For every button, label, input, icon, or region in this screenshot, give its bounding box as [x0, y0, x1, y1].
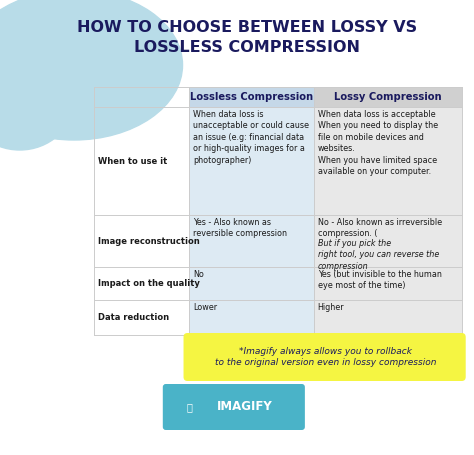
- FancyBboxPatch shape: [314, 87, 462, 107]
- Text: Lossy Compression: Lossy Compression: [334, 92, 442, 102]
- Text: Impact on the quality: Impact on the quality: [98, 279, 200, 288]
- Text: No: No: [193, 270, 204, 279]
- Text: ⛰: ⛰: [186, 402, 192, 412]
- Ellipse shape: [0, 0, 182, 140]
- Text: When data loss is
unacceptable or could cause
an issue (e.g: financial data
or h: When data loss is unacceptable or could …: [193, 110, 310, 165]
- FancyBboxPatch shape: [190, 87, 314, 107]
- FancyBboxPatch shape: [190, 87, 314, 335]
- FancyBboxPatch shape: [314, 87, 462, 335]
- Text: IMAGIFY: IMAGIFY: [217, 400, 273, 414]
- Text: Lossless Compression: Lossless Compression: [190, 92, 313, 102]
- Text: When data loss is acceptable
When you need to display the
file on mobile devices: When data loss is acceptable When you ne…: [318, 110, 438, 176]
- Text: HOW TO CHOOSE BETWEEN LOSSY VS: HOW TO CHOOSE BETWEEN LOSSY VS: [77, 20, 417, 35]
- Ellipse shape: [0, 50, 74, 150]
- Text: Higher: Higher: [318, 303, 344, 312]
- Text: Image reconstruction: Image reconstruction: [98, 237, 200, 246]
- Text: No - Also known as irreversible
compression. (: No - Also known as irreversible compress…: [318, 218, 442, 238]
- Text: Yes (but invisible to the human
eye most of the time): Yes (but invisible to the human eye most…: [318, 270, 442, 290]
- Text: Data reduction: Data reduction: [98, 313, 169, 322]
- Text: But if you pick the
right tool, you can reverse the
compression: But if you pick the right tool, you can …: [318, 239, 439, 271]
- FancyBboxPatch shape: [183, 333, 465, 381]
- Text: LOSSLESS COMPRESSION: LOSSLESS COMPRESSION: [134, 40, 360, 56]
- Text: When to use it: When to use it: [98, 157, 167, 166]
- Text: *Imagify always allows you to rollback
to the original version even in lossy com: *Imagify always allows you to rollback t…: [215, 347, 437, 367]
- FancyBboxPatch shape: [163, 384, 305, 430]
- Text: Yes - Also known as
reversible compression: Yes - Also known as reversible compressi…: [193, 218, 287, 238]
- Text: Lower: Lower: [193, 303, 218, 312]
